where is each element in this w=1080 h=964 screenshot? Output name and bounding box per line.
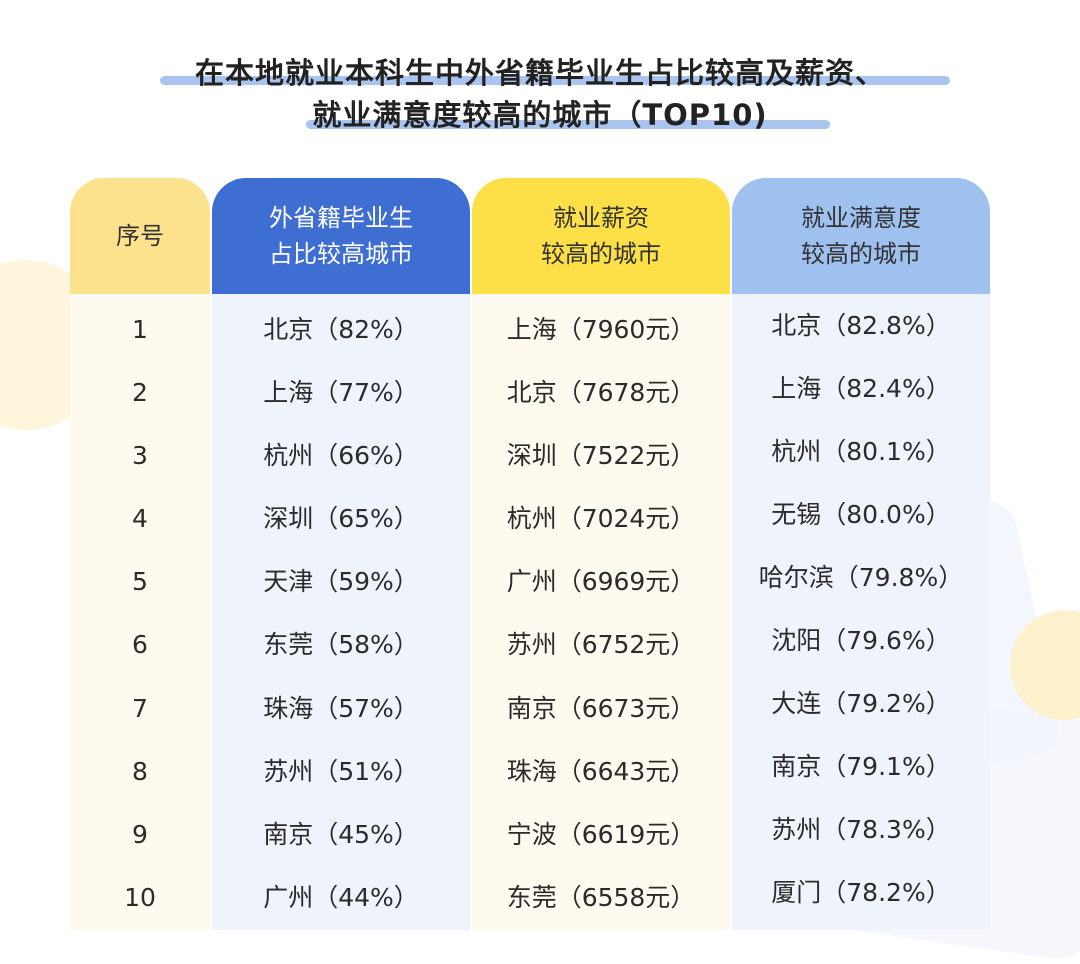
title-text: 就业满意度较高的城市（TOP10)	[312, 98, 768, 132]
cell-satisfaction: 大连（79.2%）	[771, 689, 951, 718]
cell-satisfaction: 南京（79.1%）	[771, 752, 951, 781]
cell-salary: 苏州（6752元）	[506, 630, 696, 659]
cell-index: 1	[132, 315, 148, 344]
cell-index: 6	[132, 630, 148, 659]
header-label: 较高的城市	[801, 240, 921, 268]
column-ratio-background	[212, 178, 470, 930]
title-underline	[306, 120, 830, 129]
column-satisfaction-background	[732, 178, 990, 930]
header-label: 外省籍毕业生	[269, 204, 413, 232]
cell-salary: 深圳（7522元）	[506, 441, 696, 470]
cell-salary: 杭州（7024元）	[506, 504, 696, 533]
cell-satisfaction: 上海（82.4%）	[771, 374, 951, 403]
cell-ratio: 杭州（66%）	[263, 441, 419, 470]
cell-ratio: 南京（45%）	[263, 820, 419, 849]
cell-ratio: 珠海（57%）	[263, 694, 419, 723]
cell-index: 2	[132, 378, 148, 407]
cell-satisfaction: 苏州（78.3%）	[771, 815, 951, 844]
header-satisfaction: 就业满意度 较高的城市	[732, 178, 990, 294]
cell-index: 4	[132, 504, 148, 533]
cell-index: 5	[132, 567, 148, 596]
cell-satisfaction: 无锡（80.0%）	[771, 500, 951, 529]
cell-ratio: 上海（77%）	[263, 378, 419, 407]
cell-ratio: 苏州（51%）	[263, 757, 419, 786]
cell-index: 8	[132, 757, 148, 786]
cell-salary: 上海（7960元）	[506, 315, 696, 344]
column-index-background	[70, 178, 210, 930]
column-salary-background	[472, 178, 730, 930]
cell-satisfaction: 哈尔滨（79.8%）	[758, 563, 964, 592]
cell-ratio: 北京（82%）	[263, 315, 419, 344]
cell-ratio: 深圳（65%）	[263, 504, 419, 533]
cell-salary: 珠海（6643元）	[506, 757, 696, 786]
title-underline	[160, 76, 950, 85]
cell-ratio: 东莞（58%）	[263, 630, 419, 659]
header-label: 占比较高城市	[269, 240, 413, 268]
cell-salary: 东莞（6558元）	[506, 883, 696, 912]
cell-index: 7	[132, 694, 148, 723]
cell-ratio: 天津（59%）	[263, 567, 419, 596]
header-ratio: 外省籍毕业生 占比较高城市	[212, 178, 470, 294]
cell-satisfaction: 沈阳（79.6%）	[771, 626, 951, 655]
header-salary: 就业薪资 较高的城市	[472, 178, 730, 294]
page-title-line2: 就业满意度较高的城市（TOP10)	[0, 92, 1080, 134]
page-title-line1: 在本地就业本科生中外省籍毕业生占比较高及薪资、	[0, 50, 1080, 92]
cell-index: 10	[124, 883, 156, 912]
cell-satisfaction: 厦门（78.2%）	[771, 878, 951, 907]
cell-satisfaction: 北京（82.8%）	[771, 311, 951, 340]
cell-satisfaction: 杭州（80.1%）	[771, 437, 951, 466]
header-label: 就业薪资	[553, 204, 649, 232]
cell-ratio: 广州（44%）	[263, 883, 419, 912]
cell-salary: 宁波（6619元）	[506, 820, 696, 849]
header-label: 序号	[116, 222, 164, 250]
cell-salary: 广州（6969元）	[506, 567, 696, 596]
title-text: 在本地就业本科生中外省籍毕业生占比较高及薪资、	[194, 56, 885, 90]
header-index: 序号	[70, 178, 210, 294]
header-label: 就业满意度	[801, 204, 921, 232]
header-label: 较高的城市	[541, 240, 661, 268]
cell-salary: 北京（7678元）	[506, 378, 696, 407]
cell-index: 9	[132, 820, 148, 849]
cell-index: 3	[132, 441, 148, 470]
cell-salary: 南京（6673元）	[506, 694, 696, 723]
